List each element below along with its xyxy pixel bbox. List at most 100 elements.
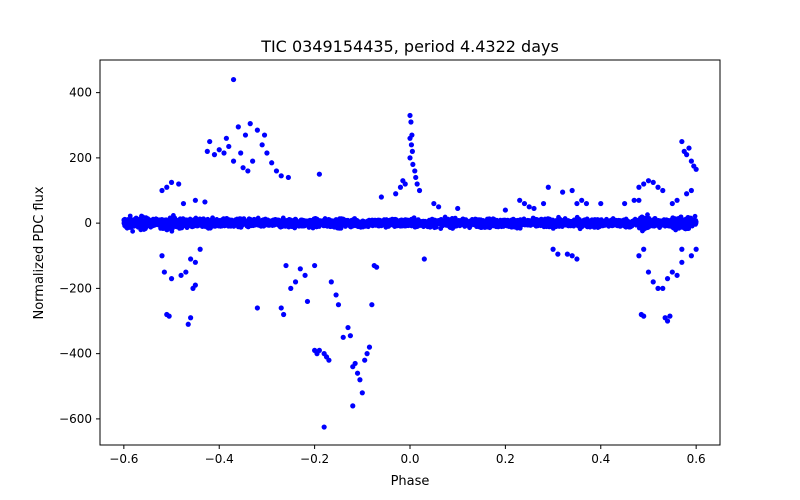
data-point-outlier (645, 178, 652, 184)
data-point-outlier (407, 135, 413, 141)
data-point (601, 222, 607, 228)
data-point (335, 218, 340, 224)
data-point-outlier (362, 357, 368, 363)
data-point-outlier (278, 173, 284, 179)
data-point-outlier (641, 246, 647, 252)
data-point (190, 219, 196, 225)
data-point-outlier (245, 168, 251, 174)
data-point (264, 220, 269, 225)
data-point-outlier (230, 158, 237, 164)
y-tick-label: 400 (69, 86, 92, 100)
data-point-outlier (211, 152, 218, 158)
data-point (479, 221, 484, 226)
data-point-outlier (354, 370, 361, 376)
data-point-outlier (564, 251, 570, 257)
y-tick-label: −600 (59, 412, 92, 426)
data-point (315, 219, 320, 225)
data-point-outlier (254, 305, 260, 311)
data-point-outlier (650, 179, 656, 185)
data-point-outlier (560, 189, 566, 195)
data-point-outlier (531, 205, 537, 212)
data-point (171, 220, 177, 226)
data-point-outlier (526, 204, 532, 210)
data-point-outlier (397, 184, 404, 190)
data-point-outlier (204, 148, 210, 154)
data-point-outlier (664, 318, 671, 324)
data-point (607, 221, 613, 227)
data-point-outlier (238, 150, 244, 156)
data-point-outlier (328, 279, 334, 285)
data-point-outlier (521, 200, 528, 207)
data-point (257, 220, 263, 225)
data-point-outlier (550, 246, 556, 252)
data-point-outlier (641, 181, 647, 187)
data-point (567, 220, 572, 225)
data-point (284, 221, 290, 227)
data-point-outlier (164, 184, 170, 190)
data-point (505, 221, 511, 227)
data-point-outlier (540, 200, 547, 207)
data-point (381, 219, 387, 225)
data-point (532, 222, 538, 228)
data-point (629, 222, 635, 228)
data-point (247, 220, 253, 226)
y-tick-label: −200 (59, 281, 92, 295)
chart-title: TIC 0349154435, period 4.4322 days (260, 37, 559, 56)
y-axis-label: Normalized PDC flux (32, 186, 47, 319)
data-point (540, 220, 546, 226)
x-tick-label: −0.2 (300, 452, 329, 466)
data-point-outlier (413, 174, 419, 181)
data-point-outlier (350, 403, 356, 409)
data-point-outlier (180, 200, 187, 207)
data-point (614, 219, 619, 225)
data-point (675, 220, 681, 226)
data-point-outlier (304, 298, 311, 305)
data-point (161, 220, 167, 226)
data-point-outlier (416, 187, 423, 194)
data-point-outlier (159, 187, 165, 194)
data-point (413, 220, 419, 226)
y-tick-label: 200 (69, 151, 92, 165)
data-point-outlier (660, 187, 666, 194)
data-point (278, 219, 283, 225)
y-tick-label: 0 (84, 216, 92, 230)
data-point-outlier (161, 269, 167, 275)
data-point-outlier (631, 197, 637, 203)
data-point-outlier (240, 165, 246, 171)
data-point-outlier (636, 184, 642, 190)
data-point (460, 221, 466, 227)
data-point (134, 222, 139, 228)
data-point-outlier (407, 112, 413, 119)
data-point (140, 220, 146, 225)
data-point (637, 221, 643, 227)
data-point (645, 212, 650, 218)
data-point-outlier (667, 313, 673, 319)
data-point (370, 222, 376, 228)
data-point-outlier (297, 266, 303, 272)
data-point-outlier (583, 200, 590, 207)
data-point (236, 222, 242, 227)
data-point (154, 220, 160, 226)
data-point-outlier (569, 187, 575, 194)
data-point-outlier (168, 276, 175, 282)
data-point-outlier (192, 259, 198, 265)
data-point (130, 228, 136, 234)
data-point (436, 221, 442, 227)
data-point (427, 221, 433, 226)
data-point-outlier (333, 292, 339, 298)
data-point-outlier (242, 132, 249, 138)
data-point-outlier (285, 174, 291, 181)
data-point-outlier (636, 197, 642, 203)
data-point-outlier (283, 262, 289, 269)
data-point (334, 222, 340, 228)
x-tick-label: 0.4 (591, 452, 610, 466)
data-point-outlier (357, 377, 363, 383)
data-point-outlier (674, 197, 680, 203)
data-point (549, 219, 555, 225)
data-point-outlier (207, 138, 213, 145)
data-point (654, 220, 660, 226)
data-point-outlier (288, 285, 294, 291)
data-point-outlier (230, 76, 237, 83)
data-point (511, 219, 517, 225)
data-point (451, 220, 457, 226)
